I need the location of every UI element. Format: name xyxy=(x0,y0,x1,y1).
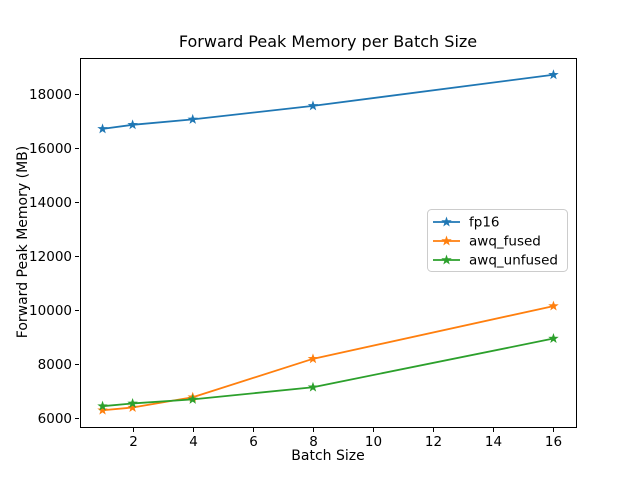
legend-marker-awq_unfused xyxy=(441,254,452,265)
series-fp16-marker-8 xyxy=(307,100,319,111)
legend-entry-awq_fused: awq_fused xyxy=(433,234,541,250)
series-awq_fused-marker-1 xyxy=(97,404,108,415)
legend-marker-awq_fused xyxy=(441,235,452,246)
series-fp16-marker-4 xyxy=(187,113,198,124)
series-fp16-marker-16 xyxy=(548,69,559,80)
legend-label-fp16: fp16 xyxy=(469,215,500,231)
y-tick-label-6000: 6000 xyxy=(38,411,72,427)
y-tick-label-12000: 12000 xyxy=(29,249,72,265)
axes-layer: 2 4 6 8 10 12 14 16 6000 8000 10000 12000 14000 16000… xyxy=(29,58,577,450)
legend-entry-awq_unfused: awq_unfused xyxy=(433,253,558,269)
x-axis-label: Batch Size xyxy=(291,448,364,464)
series-awq_unfused-marker-1 xyxy=(97,400,108,411)
y-axis-label: Forward Peak Memory (MB) xyxy=(15,146,31,338)
x-tick-label-14: 14 xyxy=(485,434,502,450)
legend-entry-fp16: fp16 xyxy=(433,215,500,231)
x-tick-label-6: 6 xyxy=(249,434,258,450)
series-awq_unfused-marker-4 xyxy=(187,393,198,404)
series-fp16-line xyxy=(101,73,555,130)
x-tick-label-10: 10 xyxy=(365,434,382,450)
x-tick-label-12: 12 xyxy=(425,434,442,450)
series-awq_unfused-line xyxy=(101,337,555,408)
y-tick-label-16000: 16000 xyxy=(29,141,72,157)
series-awq_fused-marker-16 xyxy=(548,300,559,311)
series-awq_fused-marker-2 xyxy=(127,402,138,412)
x-tick-label-2: 2 xyxy=(129,434,138,450)
y-tick-label-10000: 10000 xyxy=(29,303,72,319)
series-awq_unfused-marker-2 xyxy=(127,397,138,408)
y-tick-label-8000: 8000 xyxy=(38,357,72,373)
plot-frame xyxy=(80,58,577,428)
series-layer xyxy=(97,69,559,415)
x-tick-label-16: 16 xyxy=(545,434,562,450)
legend: fp16 awq_fused awq_unfused xyxy=(427,209,568,272)
series-awq_fused-marker-8 xyxy=(307,353,319,364)
legend-label-awq_unfused: awq_unfused xyxy=(469,253,558,269)
series-awq_unfused-marker-8 xyxy=(307,381,319,392)
series-fp16-marker-1 xyxy=(97,123,108,134)
chart-title: Forward Peak Memory per Batch Size xyxy=(179,32,477,51)
y-tick-label-18000: 18000 xyxy=(29,87,72,103)
x-tick-label-8: 8 xyxy=(309,434,318,450)
legend-box xyxy=(427,209,568,272)
series-fp16-marker-2 xyxy=(127,119,138,130)
y-tick-label-14000: 14000 xyxy=(29,195,72,211)
x-tick-label-4: 4 xyxy=(189,434,198,450)
series-awq_fused-line xyxy=(101,305,555,412)
legend-marker-fp16 xyxy=(441,216,452,227)
legend-label-awq_fused: awq_fused xyxy=(469,234,541,250)
series-awq_unfused-marker-16 xyxy=(548,333,559,343)
